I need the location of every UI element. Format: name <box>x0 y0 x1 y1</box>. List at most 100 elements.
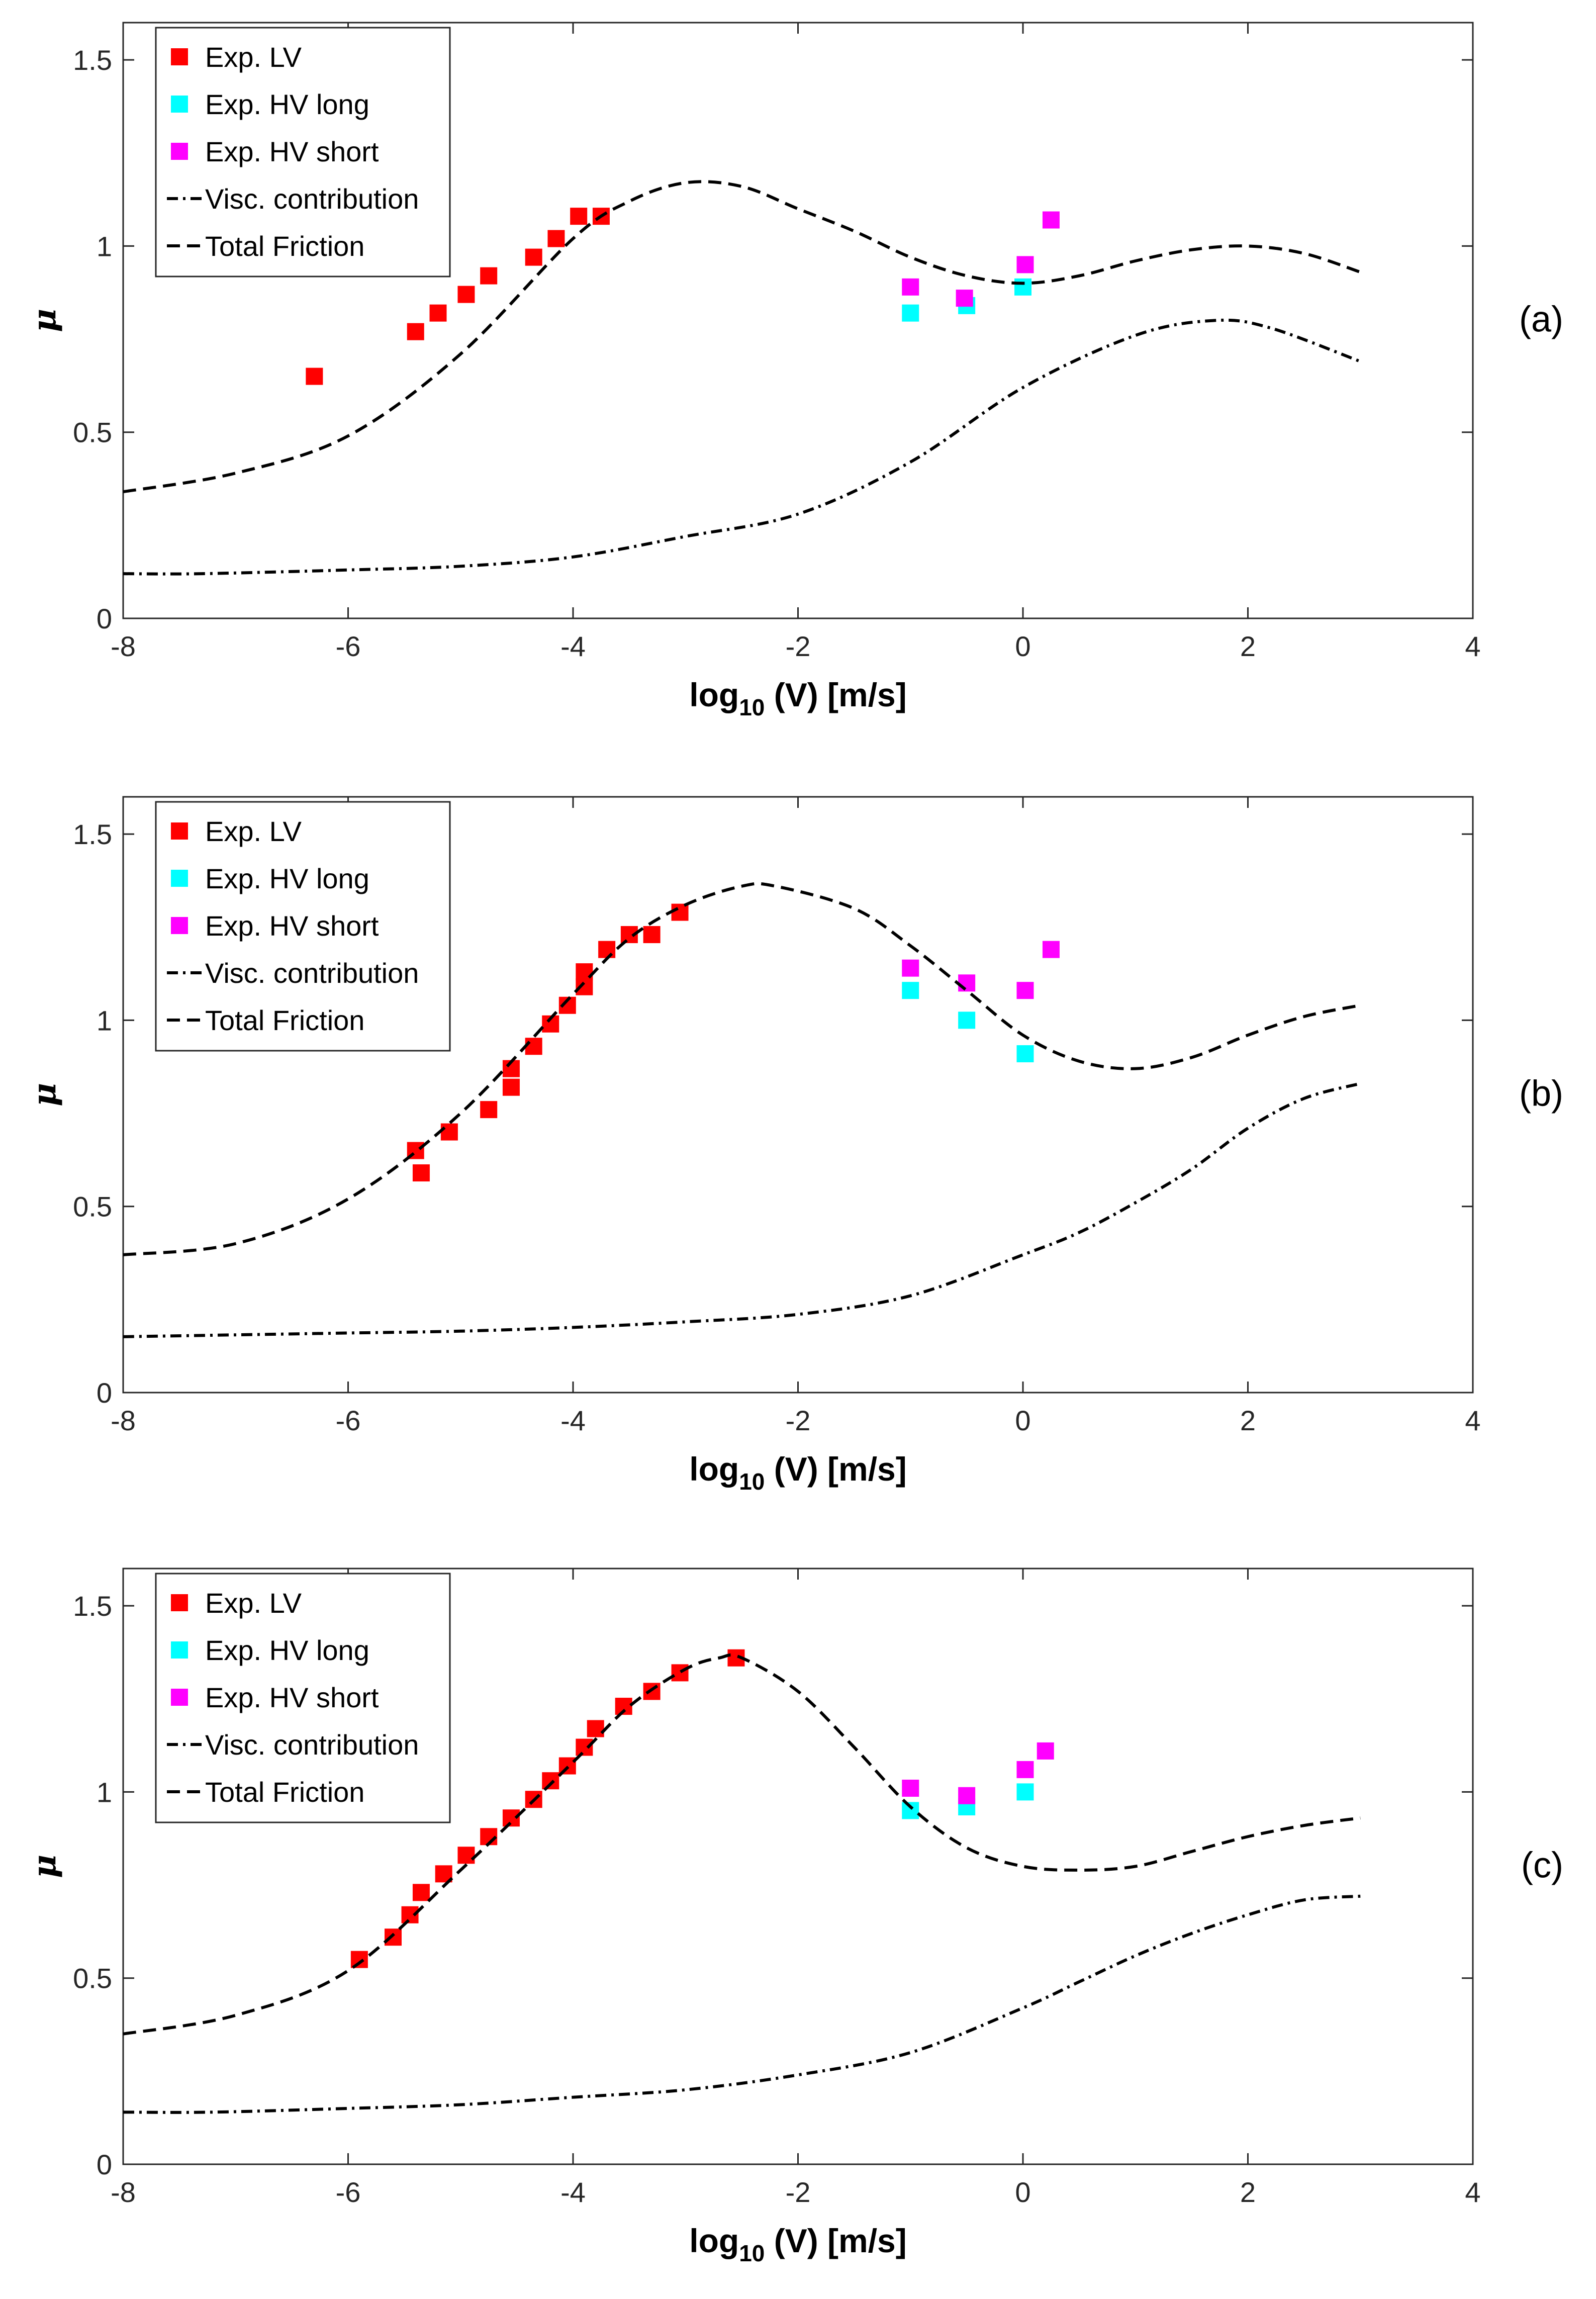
data-point-exp-lv <box>440 1123 458 1141</box>
y-tick-label: 1 <box>97 230 112 262</box>
data-point-exp-lv <box>525 248 542 266</box>
x-tick-label: -2 <box>786 630 811 662</box>
y-tick-label: 0.5 <box>73 1191 112 1223</box>
x-tick-label: 4 <box>1465 630 1480 662</box>
x-axis-label-rest: (V) [m/s] <box>765 676 906 713</box>
data-point-exp-lv <box>480 1101 498 1119</box>
panel-label: (b) <box>1519 1074 1563 1114</box>
legend-entry: Visc. contribution <box>205 957 419 989</box>
x-tick-label: -6 <box>336 2176 361 2208</box>
legend-marker <box>171 917 188 934</box>
data-point-exp-hv-long <box>902 982 919 999</box>
legend-marker <box>171 1689 188 1706</box>
data-point-exp-lv <box>547 230 565 247</box>
series-line-total-friction <box>123 882 1361 1256</box>
x-tick-label: 0 <box>1015 630 1030 662</box>
data-point-exp-lv <box>502 1078 520 1096</box>
data-point-exp-hv-short <box>1037 1742 1054 1760</box>
x-axis-label-base: log <box>689 1450 739 1488</box>
x-tick-label: -8 <box>111 2176 136 2208</box>
y-tick-label: 1 <box>97 1004 112 1036</box>
x-axis-label-rest: (V) [m/s] <box>765 2222 906 2259</box>
data-point-exp-lv <box>457 286 475 303</box>
legend-entry: Exp. HV short <box>205 910 379 942</box>
data-point-exp-hv-short <box>956 290 973 307</box>
data-point-exp-lv <box>570 208 588 225</box>
data-point-exp-lv <box>598 941 616 958</box>
y-axis-label: μ <box>26 1855 63 1878</box>
data-point-exp-lv <box>306 367 323 385</box>
series-line-total-friction <box>123 1653 1361 2036</box>
data-point-exp-lv <box>525 1038 542 1055</box>
y-tick-label: 0.5 <box>73 1963 112 1994</box>
chart-panel-0: -8 -6 -4 -2 0 2 4 0 0.5 1 1.5 log10 (V) [m/s] μ (a) Ex… <box>26 22 1563 720</box>
x-tick-label: -2 <box>786 2176 811 2208</box>
legend-entry: Visc. contribution <box>205 1729 419 1761</box>
data-point-exp-hv-short <box>958 1787 976 1804</box>
data-point-exp-lv <box>457 1847 475 1864</box>
y-axis-label: μ <box>26 1083 63 1107</box>
data-point-exp-hv-short <box>902 1779 919 1797</box>
x-tick-label: 0 <box>1015 1405 1030 1436</box>
y-axis-label: μ <box>26 309 63 332</box>
data-point-exp-lv <box>643 1683 661 1700</box>
y-tick-label: 0 <box>97 1377 112 1409</box>
x-tick-label: -4 <box>560 1405 586 1436</box>
data-point-exp-lv <box>407 323 424 340</box>
legend-entry: Exp. HV long <box>205 1634 369 1666</box>
legend-entry: Exp. LV <box>205 1587 302 1619</box>
data-point-exp-lv <box>385 1928 402 1946</box>
x-axis-label: log10 (V) [m/s] <box>689 2222 906 2266</box>
y-tick-label: 0.5 <box>73 417 112 448</box>
x-tick-label: 2 <box>1240 630 1256 662</box>
data-point-exp-hv-short <box>1016 256 1034 273</box>
series-line-visc-contribution <box>123 318 1361 576</box>
data-point-exp-lv <box>429 304 447 322</box>
x-axis-label-base: log <box>689 676 739 713</box>
data-point-exp-hv-long <box>902 304 919 322</box>
data-point-exp-hv-long <box>1014 278 1031 296</box>
legend-marker <box>171 1594 188 1611</box>
legend-marker <box>171 143 188 160</box>
y-tick-label: 0 <box>97 603 112 634</box>
data-point-exp-lv <box>542 1772 559 1790</box>
y-tick-label: 1.5 <box>73 818 112 850</box>
data-point-exp-lv <box>412 1884 430 1901</box>
legend-box <box>155 801 451 1052</box>
legend-box <box>155 1573 451 1823</box>
x-tick-label: -4 <box>560 2176 586 2208</box>
data-point-exp-hv-long <box>958 1011 976 1029</box>
x-tick-label: 4 <box>1465 1405 1480 1436</box>
data-point-exp-hv-long <box>1016 1045 1034 1063</box>
data-point-exp-hv-short <box>902 959 919 977</box>
x-tick-label: -8 <box>111 630 136 662</box>
legend-marker <box>171 48 188 65</box>
data-point-exp-hv-short <box>1042 941 1060 958</box>
chart-panel-1: -8 -6 -4 -2 0 2 4 0 0.5 1 1.5 log10 (V) [m/s] μ (b) Ex… <box>26 796 1563 1495</box>
legend-entry: Total Friction <box>205 1776 364 1808</box>
legend-marker <box>171 1641 188 1659</box>
legend-entry: Visc. contribution <box>205 183 419 215</box>
x-tick-label: 2 <box>1240 2176 1256 2208</box>
data-point-exp-lv <box>412 1164 430 1182</box>
data-point-exp-lv <box>643 926 661 944</box>
x-tick-label: 2 <box>1240 1405 1256 1436</box>
x-tick-label: -6 <box>336 1405 361 1436</box>
x-axis-label-rest: (V) [m/s] <box>765 1450 906 1488</box>
legend-entry: Exp. LV <box>205 815 302 847</box>
panel-label: (c) <box>1521 1846 1563 1886</box>
y-tick-label: 1 <box>97 1776 112 1808</box>
panel-label: (a) <box>1519 300 1563 340</box>
legend-marker <box>171 822 188 840</box>
chart-panel-2: -8 -6 -4 -2 0 2 4 0 0.5 1 1.5 log10 (V) [m/s] μ (c) Ex… <box>26 1568 1563 2266</box>
x-axis-label-base: log <box>689 2222 739 2259</box>
x-axis-label: log10 (V) [m/s] <box>689 1450 906 1495</box>
legend-box <box>155 27 451 278</box>
series-line-visc-contribution <box>123 1894 1361 2114</box>
legend-entry: Exp. LV <box>205 41 302 73</box>
legend-entry: Total Friction <box>205 230 364 262</box>
x-axis-label-sub: 10 <box>739 2240 765 2266</box>
series-line-total-friction <box>123 180 1361 494</box>
x-axis-label-sub: 10 <box>739 1468 765 1495</box>
